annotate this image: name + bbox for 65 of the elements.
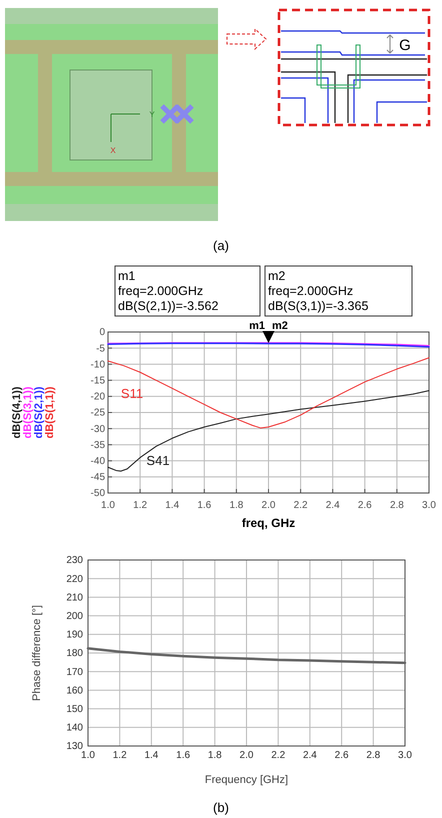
- x-tick-label: 1.6: [176, 750, 190, 762]
- y-tick-label: 160: [66, 685, 84, 696]
- y-tick-label: -10: [90, 359, 106, 370]
- text: dB(S(4,1)): [11, 386, 23, 438]
- y-tick-label: -20: [90, 392, 106, 403]
- y-tick-label: -15: [90, 376, 106, 386]
- y-tick-label: -30: [90, 424, 106, 435]
- annotation: m1: [249, 320, 265, 332]
- x-tick-label: 2.6: [334, 750, 349, 762]
- x-tick-label: 2.4: [302, 750, 318, 762]
- x-axis-title: freq, GHz: [242, 516, 296, 530]
- y-tick-label: 190: [66, 630, 84, 641]
- x-tick-label: 1.4: [144, 750, 159, 762]
- line-series: [108, 357, 430, 428]
- y-tick-label: 230: [66, 555, 84, 566]
- x-tick-label: 1.4: [165, 500, 180, 512]
- text: dB(S(3,1)): [22, 386, 34, 438]
- x-tick-label: 1.0: [101, 500, 116, 512]
- text: m2 freq=2.000GHz dB(S(3,1))=-3.365: [268, 269, 368, 313]
- x-tick-label: 3.0: [422, 500, 436, 512]
- x-tick-label: 2.8: [366, 750, 381, 762]
- text: m1 freq=2.000GHz dB(S(2,1))=-3.562: [118, 269, 218, 313]
- x-tick-label: 1.6: [197, 500, 212, 512]
- y-tick-label: -25: [90, 408, 106, 419]
- line-series: [86, 647, 406, 664]
- x-tick-label: 2.6: [358, 500, 372, 512]
- text: G: [399, 37, 411, 54]
- text: (a): [213, 238, 229, 253]
- x-tick-label: 2.2: [294, 500, 308, 512]
- y-tick-label: -40: [90, 456, 106, 467]
- y-tick-label: 130: [66, 741, 84, 752]
- x-tick-label: 1.8: [208, 750, 222, 762]
- y-tick-label: -5: [96, 343, 106, 354]
- y-tick-label: 170: [66, 666, 84, 678]
- x-tick-label: 2.2: [271, 750, 286, 762]
- x-tick-label: 3.0: [398, 750, 412, 762]
- y-tick-label: 150: [66, 704, 84, 715]
- y-tick-label: 220: [66, 574, 84, 585]
- y-tick-label: 210: [66, 592, 84, 604]
- y-tick-label: -35: [90, 440, 106, 451]
- text: dB(S(2,1)): [33, 386, 45, 438]
- line-series: [108, 390, 430, 472]
- x-tick-label: 1.2: [133, 500, 148, 512]
- x-tick-label: 2.4: [326, 500, 340, 512]
- y-tick-label: 140: [66, 722, 84, 734]
- x-tick-label: 1.2: [112, 750, 128, 762]
- y-tick-label: -45: [90, 472, 106, 484]
- annotation: m2: [272, 320, 288, 332]
- y-tick-label: 180: [66, 648, 84, 660]
- x-tick-label: 2.0: [262, 500, 276, 512]
- x-tick-label: 2.8: [390, 500, 404, 512]
- y-tick-label: 0: [99, 327, 106, 338]
- text: Y: [149, 110, 156, 119]
- text: dB(S(1,1)): [44, 386, 56, 438]
- x-tick-label: 2.0: [240, 750, 254, 762]
- annotation: S11: [120, 386, 144, 401]
- text: X: [110, 146, 116, 155]
- y-tick-label: 200: [66, 611, 84, 622]
- x-tick-label: 1.8: [229, 500, 244, 512]
- y-axis-title: Phase difference [°]: [31, 605, 43, 701]
- text: (b): [213, 800, 229, 815]
- x-tick-label: 1.0: [81, 750, 96, 762]
- x-axis-title: Frequency [GHz]: [204, 774, 288, 786]
- annotation: S41: [146, 453, 170, 468]
- y-tick-label: -50: [90, 488, 106, 500]
